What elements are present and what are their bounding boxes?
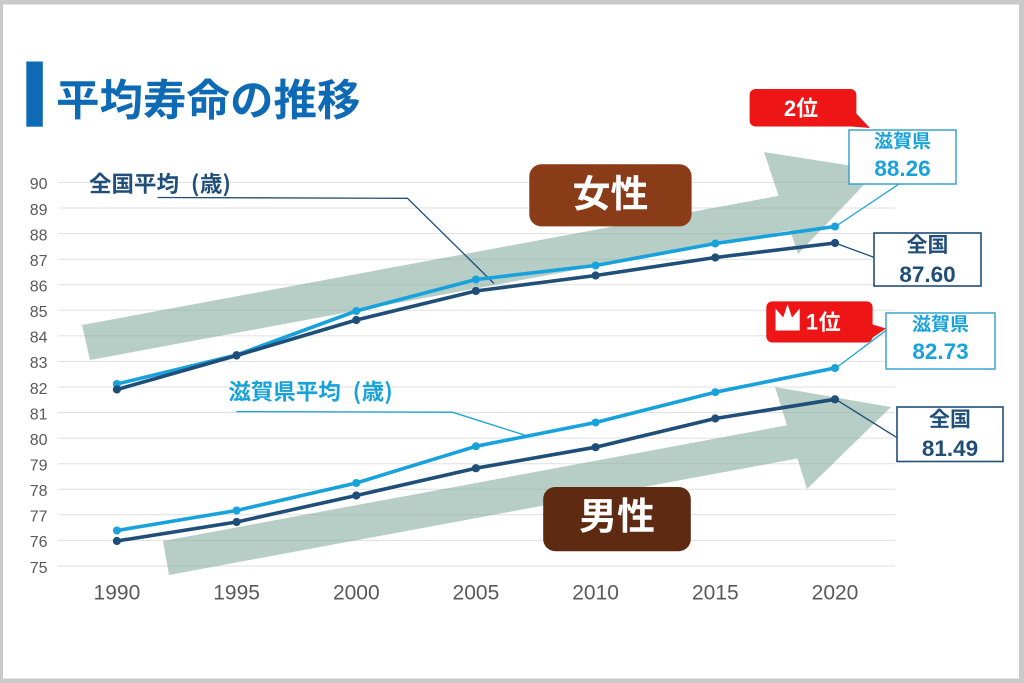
svg-text:2020: 2020 (812, 581, 859, 604)
svg-text:2005: 2005 (453, 581, 500, 604)
svg-text:1: 1 (806, 310, 818, 335)
svg-text:79: 79 (30, 458, 48, 475)
svg-text:83: 83 (30, 355, 48, 372)
svg-text:2: 2 (784, 96, 796, 121)
svg-text:80: 80 (30, 432, 48, 449)
svg-text:78: 78 (30, 483, 48, 500)
svg-text:82: 82 (30, 381, 48, 398)
svg-text:88.26: 88.26 (874, 156, 930, 181)
svg-text:76: 76 (30, 534, 48, 551)
svg-text:88: 88 (30, 227, 48, 244)
svg-text:85: 85 (30, 304, 48, 321)
svg-text:2015: 2015 (692, 581, 739, 604)
svg-text:1990: 1990 (94, 581, 141, 604)
svg-text:84: 84 (30, 330, 48, 347)
svg-text:82.73: 82.73 (912, 339, 968, 364)
svg-text:86: 86 (30, 279, 48, 296)
svg-text:89: 89 (30, 202, 48, 219)
svg-text:81.49: 81.49 (922, 436, 978, 461)
svg-text:77: 77 (30, 509, 48, 526)
svg-text:90: 90 (30, 176, 48, 193)
svg-text:87.60: 87.60 (899, 262, 955, 287)
svg-text:81: 81 (30, 406, 48, 423)
svg-text:1995: 1995 (213, 581, 260, 604)
svg-text:2000: 2000 (333, 581, 380, 604)
svg-text:75: 75 (30, 560, 48, 577)
svg-text:2010: 2010 (572, 581, 619, 604)
svg-text:87: 87 (30, 253, 48, 270)
